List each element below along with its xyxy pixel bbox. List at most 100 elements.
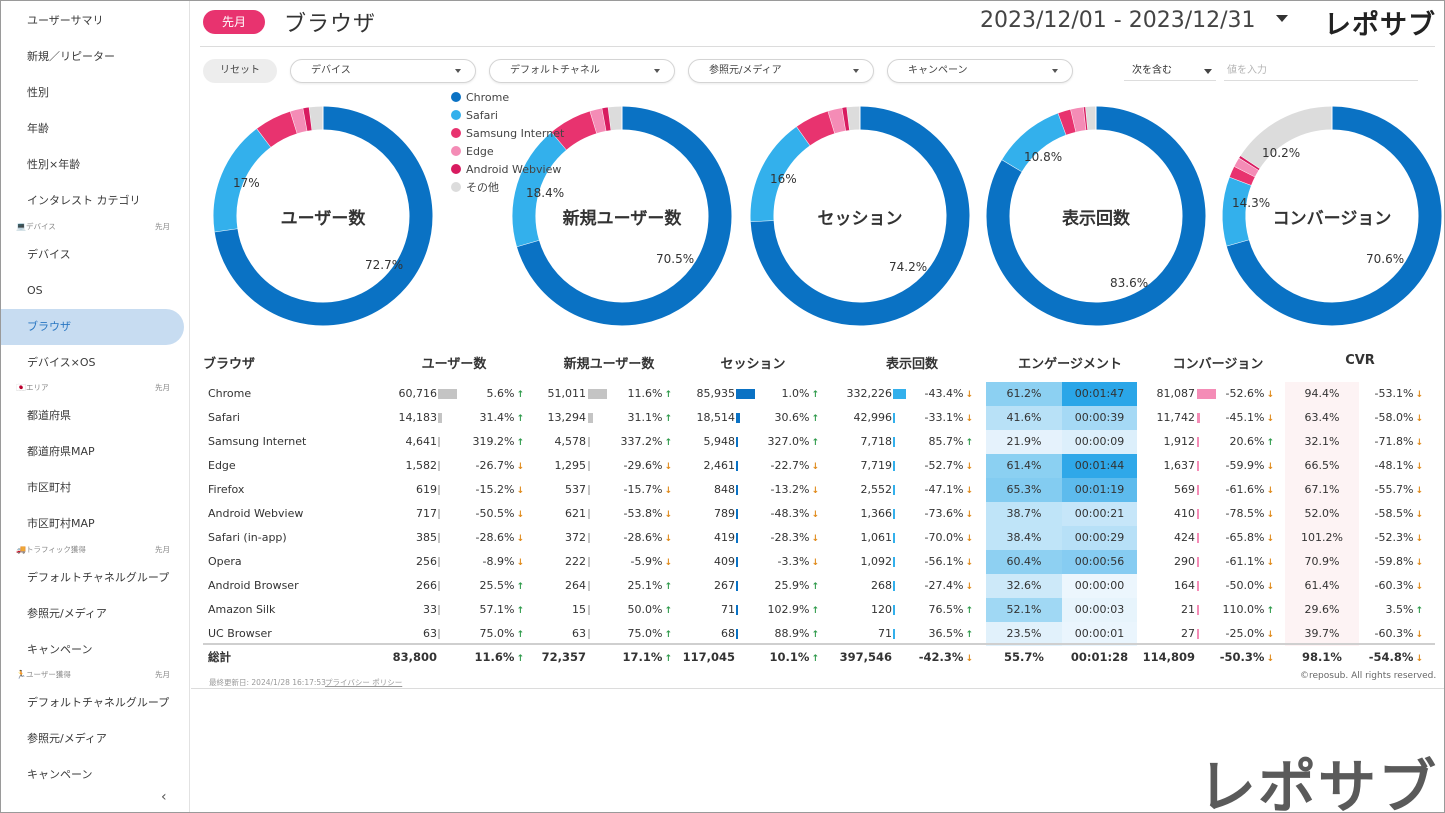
sidebar-item[interactable]: OS — [27, 284, 43, 297]
donut-slice[interactable] — [750, 126, 811, 222]
metric-bar — [736, 461, 738, 471]
sidebar-item[interactable]: デバイス×OS — [27, 356, 96, 369]
donut-slice[interactable] — [796, 111, 836, 146]
change-value: -71.8% — [1374, 435, 1414, 448]
table-row[interactable]: Safari 14,183 31.4% ↑ 13,294 31.1% ↑ 18,514 30.6… — [203, 406, 1435, 430]
change-cell: -55.7% ↓ — [1375, 478, 1423, 502]
donut-slice[interactable] — [846, 106, 861, 131]
column-header[interactable]: ユーザー数 — [421, 357, 487, 372]
legend-label: Samsung Internet — [466, 127, 565, 140]
sidebar-item[interactable]: 都道府県MAP — [27, 445, 95, 458]
engagement-rate-heat — [986, 526, 1062, 550]
match-type-select[interactable]: 次を含む — [1124, 61, 1216, 81]
donut-slice[interactable] — [303, 107, 313, 131]
donut-slice[interactable] — [1058, 109, 1077, 135]
engagement-rate-heat — [986, 382, 1062, 406]
table-row[interactable]: Opera 256 -8.9% ↓ 222 -5.9% ↓ 409 -3.3% ↓ 1,092 -56… — [203, 550, 1435, 574]
donut-slice[interactable] — [750, 106, 970, 326]
sidebar-item[interactable]: デフォルトチャネルグループ — [27, 696, 170, 709]
table-row[interactable]: UC Browser 63 75.0% ↑ 63 75.0% ↑ 68 88.9% ↑ 71 36.5… — [203, 622, 1435, 646]
donut-slice[interactable] — [1226, 106, 1442, 326]
donut-slice[interactable] — [551, 111, 598, 150]
metric-value: 27 — [1181, 627, 1195, 640]
donut-slice[interactable] — [986, 106, 1206, 326]
donut-slice[interactable] — [214, 106, 433, 326]
legend-item[interactable]: Edge — [451, 143, 564, 161]
column-header[interactable]: コンバージョン — [1172, 357, 1264, 372]
reset-button[interactable]: リセット — [203, 59, 277, 83]
sidebar-group-header: 🚚トラフィック獲得 先月 — [16, 544, 176, 556]
donut-slice[interactable] — [590, 108, 607, 134]
sidebar-item[interactable]: キャンペーン — [27, 768, 93, 781]
column-header[interactable]: CVR — [1345, 353, 1375, 368]
donut-slice[interactable] — [516, 106, 732, 326]
privacy-policy-link[interactable]: プライバシー ポリシー — [325, 678, 403, 687]
donut-slice[interactable] — [256, 111, 298, 148]
sidebar-item[interactable]: キャンペーン — [27, 643, 93, 656]
sidebar-item[interactable]: 性別 — [27, 86, 49, 99]
table-row[interactable]: Amazon Silk 33 57.1% ↑ 15 50.0% ↑ 71 102.9% ↑ 120 7… — [203, 598, 1435, 622]
sidebar-item[interactable]: 都道府県 — [27, 409, 71, 422]
change-cell: 85.7% ↑ — [929, 430, 974, 454]
cvr-value: 70.9% — [1304, 555, 1340, 568]
donut-slice[interactable] — [1002, 113, 1067, 172]
legend-item[interactable]: Safari — [451, 107, 564, 125]
donut-slice[interactable] — [602, 107, 612, 131]
table-row[interactable]: Android Browser 266 25.5% ↑ 264 25.1% ↑ 267 25.9… — [203, 574, 1435, 598]
column-header[interactable]: 新規ユーザー数 — [563, 357, 655, 372]
donut-slice[interactable] — [1234, 157, 1259, 177]
sidebar-item[interactable]: 性別×年齢 — [27, 158, 81, 171]
change-value: -15.2% — [475, 483, 515, 496]
period-badge[interactable]: 先月 — [203, 10, 265, 34]
table-row[interactable]: Safari (in-app) 385 -28.6% ↓ 372 -28.6% ↓ 419 -2… — [203, 526, 1435, 550]
channel-filter[interactable]: デフォルトチャネル — [489, 59, 675, 83]
collapse-sidebar-icon[interactable]: ‹ — [161, 789, 167, 805]
table-row[interactable]: Samsung Internet 4,641 319.2% ↑ 4,578 337.2% ↑… — [203, 430, 1435, 454]
legend-item[interactable]: その他 — [451, 179, 564, 197]
campaign-filter[interactable]: キャンペーン — [887, 59, 1073, 83]
donut-slice[interactable] — [512, 132, 567, 247]
change-cell: 3.5% ↑ — [1386, 598, 1424, 622]
source-filter[interactable]: 参照元/メディア — [688, 59, 874, 83]
donut-slice[interactable] — [608, 106, 623, 131]
metric-value: 267 — [714, 579, 735, 592]
donut-slice[interactable] — [1240, 106, 1333, 169]
date-range-picker[interactable]: 2023/12/01 - 2023/12/31 — [980, 8, 1256, 33]
column-header[interactable]: エンゲージメント — [1018, 357, 1122, 372]
donut-slice[interactable] — [1222, 176, 1252, 246]
sidebar-item[interactable]: デフォルトチャネルグループ — [27, 571, 170, 584]
sidebar-item[interactable]: 年齢 — [27, 122, 49, 135]
sidebar-item[interactable]: 市区町村MAP — [27, 517, 95, 530]
donut-slice[interactable] — [1070, 107, 1087, 132]
metric-value: 18,514 — [696, 411, 736, 424]
table-row[interactable]: Android Webview 717 -50.5% ↓ 621 -53.8% ↓ 789 -4… — [203, 502, 1435, 526]
donut-slice[interactable] — [828, 107, 847, 134]
sidebar-item[interactable]: 参照元/メディア — [27, 732, 107, 745]
sidebar-item[interactable]: 新規／リピーター — [27, 50, 115, 63]
sidebar-item[interactable]: ブラウザ — [1, 309, 184, 345]
donut-slice[interactable] — [213, 128, 272, 232]
sidebar-item[interactable]: ユーザーサマリ — [27, 14, 104, 27]
sidebar-item[interactable]: インタレスト カテゴリ — [27, 194, 141, 207]
sidebar-item[interactable]: 市区町村 — [27, 481, 71, 494]
legend-item[interactable]: Chrome — [451, 89, 564, 107]
donut-slice[interactable] — [842, 107, 850, 131]
donut-slice[interactable] — [309, 106, 324, 131]
donut-slice[interactable] — [290, 108, 308, 134]
metric-value: 4,578 — [554, 435, 587, 448]
legend-item[interactable]: Android Webview — [451, 161, 564, 179]
column-header[interactable]: 表示回数 — [885, 357, 938, 372]
device-filter[interactable]: デバイス — [290, 59, 476, 83]
value-input[interactable] — [1224, 61, 1418, 81]
donut-slice[interactable] — [1229, 166, 1255, 186]
sidebar-item[interactable]: デバイス — [27, 248, 71, 261]
legend-item[interactable]: Samsung Internet — [451, 125, 564, 143]
table-row[interactable]: Firefox 619 -15.2% ↓ 537 -15.7% ↓ 848 -13.2% ↓ 2,5… — [203, 478, 1435, 502]
chevron-down-icon[interactable] — [1276, 15, 1288, 22]
sidebar-item[interactable]: 参照元/メディア — [27, 607, 107, 620]
table-row[interactable]: Chrome 60,716 5.6% ↑ 51,011 11.6% ↑ 85,935 1.0% ↑… — [203, 382, 1435, 406]
table-total-row[interactable]: 総計 83,800 11.6% ↑ 72,357 17.1% ↑ 117,045 10.1% ↑ 3… — [203, 645, 1435, 669]
table-row[interactable]: Edge 1,582 -26.7% ↓ 1,295 -29.6% ↓ 2,461 -22.7% ↓… — [203, 454, 1435, 478]
column-header[interactable]: ブラウザ — [203, 357, 256, 372]
column-header[interactable]: セッション — [720, 357, 786, 372]
